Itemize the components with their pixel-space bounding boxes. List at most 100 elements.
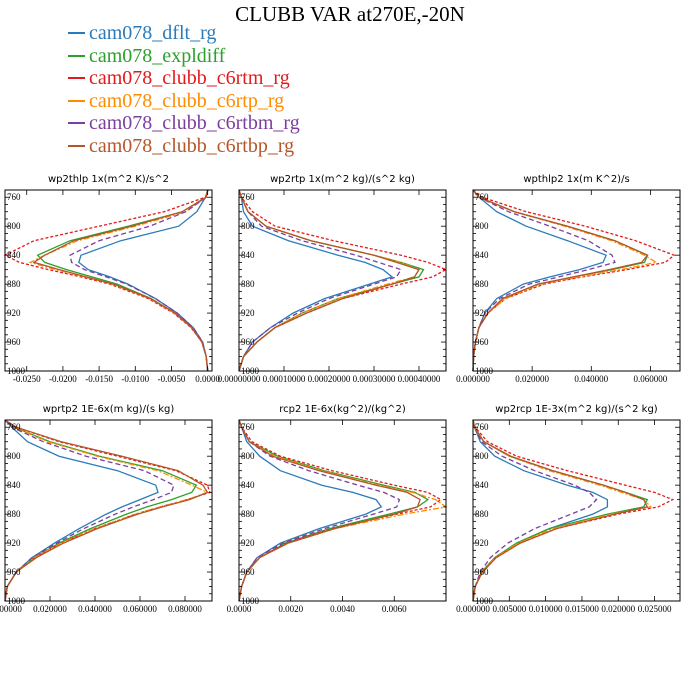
y-tick-label: 800	[7, 221, 21, 231]
legend-label: cam078_clubb_c6rtbp_rg	[89, 134, 295, 157]
y-tick-label: 960	[241, 567, 255, 577]
plot-frame	[4, 189, 213, 372]
y-tick-label: 960	[475, 337, 489, 347]
y-tick-label: 840	[475, 250, 489, 260]
legend-swatch	[68, 122, 85, 125]
x-tick-label: 0.0060	[382, 604, 407, 614]
legend-item: cam078_clubb_c6rtbp_rg	[68, 135, 300, 158]
y-tick-label: 880	[7, 509, 21, 519]
legend-label: cam078_expldiff	[89, 44, 226, 67]
x-tick-label: 0.0000	[227, 604, 252, 614]
series-line	[238, 419, 443, 602]
y-tick-label: 960	[475, 567, 489, 577]
panel-title: wprtp2 1E-6x(m kg)/(s kg)	[43, 404, 175, 415]
x-tick-label: 0.040000	[78, 604, 112, 614]
plot-frame	[472, 419, 681, 602]
x-tick-label: 0.0020	[278, 604, 303, 614]
series-line	[472, 189, 649, 372]
series-line	[4, 419, 209, 602]
series-line	[472, 189, 676, 372]
legend-swatch	[68, 32, 85, 35]
panel-title: wp2rtp 1x(m^2 kg)/(s^2 kg)	[270, 174, 415, 185]
legend-swatch	[68, 99, 85, 102]
x-tick-label: 0.020000	[601, 604, 635, 614]
plot-frame	[472, 189, 681, 372]
x-tick-label: -0.0050	[158, 374, 186, 384]
x-tick-label: 0.040000	[574, 374, 608, 384]
panel-title: wp2thlp 1x(m^2 K)/s^2	[48, 174, 169, 185]
legend-item: cam078_clubb_c6rtp_rg	[68, 90, 300, 113]
series-line	[238, 189, 420, 372]
y-tick-label: 1000	[241, 596, 260, 606]
y-tick-label: 840	[241, 480, 255, 490]
x-tick-label: 0.000000	[456, 374, 490, 384]
plot-frame	[4, 419, 213, 602]
series-line	[238, 419, 430, 602]
series-line	[238, 419, 401, 602]
y-tick-label: 920	[7, 308, 21, 318]
y-tick-label: 960	[241, 337, 255, 347]
series-line	[472, 419, 649, 602]
y-tick-label: 800	[475, 221, 489, 231]
x-tick-label: 0.020000	[33, 604, 67, 614]
series-line	[69, 189, 209, 372]
series-line	[472, 189, 616, 372]
x-tick-label: 0.060000	[123, 604, 157, 614]
y-tick-label: 920	[241, 538, 255, 548]
legend-swatch	[68, 54, 85, 57]
panel-title: wp2rcp 1E-3x(m^2 kg)/(s^2 kg)	[495, 404, 658, 415]
y-tick-label: 800	[7, 451, 21, 461]
series-line	[238, 189, 448, 372]
y-tick-label: 880	[475, 509, 489, 519]
x-tick-label: 0.0040	[330, 604, 355, 614]
x-tick-label: 0.000000	[456, 604, 490, 614]
y-tick-label: 760	[7, 422, 21, 432]
x-tick-label: 0.015000	[565, 604, 599, 614]
series-line	[472, 419, 598, 602]
legend-label: cam078_dflt_rg	[89, 22, 217, 45]
x-tick-label: 0.00030000	[353, 374, 396, 384]
y-tick-label: 920	[7, 538, 21, 548]
y-tick-label: 840	[475, 480, 489, 490]
y-tick-label: 1000	[7, 596, 26, 606]
x-tick-label: 0.005000	[492, 604, 526, 614]
legend: cam078_dflt_rg cam078_expldiff cam078_cl…	[68, 22, 300, 157]
series-line	[472, 419, 675, 602]
legend-item: cam078_expldiff	[68, 45, 300, 68]
series-line	[36, 189, 209, 372]
x-tick-label: 0.010000	[529, 604, 563, 614]
y-tick-label: 840	[241, 250, 255, 260]
y-tick-label: 1000	[475, 596, 494, 606]
x-tick-label: 0.000000	[0, 604, 22, 614]
legend-label: cam078_clubb_c6rtm_rg	[89, 67, 290, 90]
series-line	[78, 189, 209, 372]
x-tick-label: 0.00040000	[398, 374, 441, 384]
y-tick-label: 760	[241, 192, 255, 202]
y-tick-label: 1000	[475, 366, 494, 376]
legend-item: cam078_clubb_c6rtbm_rg	[68, 112, 300, 135]
y-tick-label: 1000	[7, 366, 26, 376]
series-line	[4, 419, 210, 602]
legend-item: cam078_dflt_rg	[68, 22, 300, 45]
x-tick-label: 0.060000	[634, 374, 668, 384]
x-tick-label: 0.00010000	[263, 374, 306, 384]
series-line	[238, 189, 425, 372]
y-tick-label: 920	[241, 308, 255, 318]
plot-frame	[238, 189, 447, 372]
x-tick-label: -0.0200	[49, 374, 77, 384]
panel-title: rcp2 1E-6x(kg^2)/(kg^2)	[279, 404, 406, 415]
x-tick-label: -0.0100	[121, 374, 149, 384]
series-line	[238, 419, 421, 602]
y-tick-label: 840	[7, 250, 21, 260]
x-tick-label: 0.080000	[168, 604, 202, 614]
y-tick-label: 1000	[241, 366, 260, 376]
x-tick-label: 0.00000000	[218, 374, 261, 384]
x-tick-label: -0.0250	[13, 374, 41, 384]
legend-label: cam078_clubb_c6rtbm_rg	[89, 112, 300, 135]
y-tick-label: 880	[241, 509, 255, 519]
series-line	[238, 189, 402, 372]
y-tick-label: 800	[241, 451, 255, 461]
y-tick-label: 960	[7, 337, 21, 347]
y-tick-label: 960	[7, 567, 21, 577]
